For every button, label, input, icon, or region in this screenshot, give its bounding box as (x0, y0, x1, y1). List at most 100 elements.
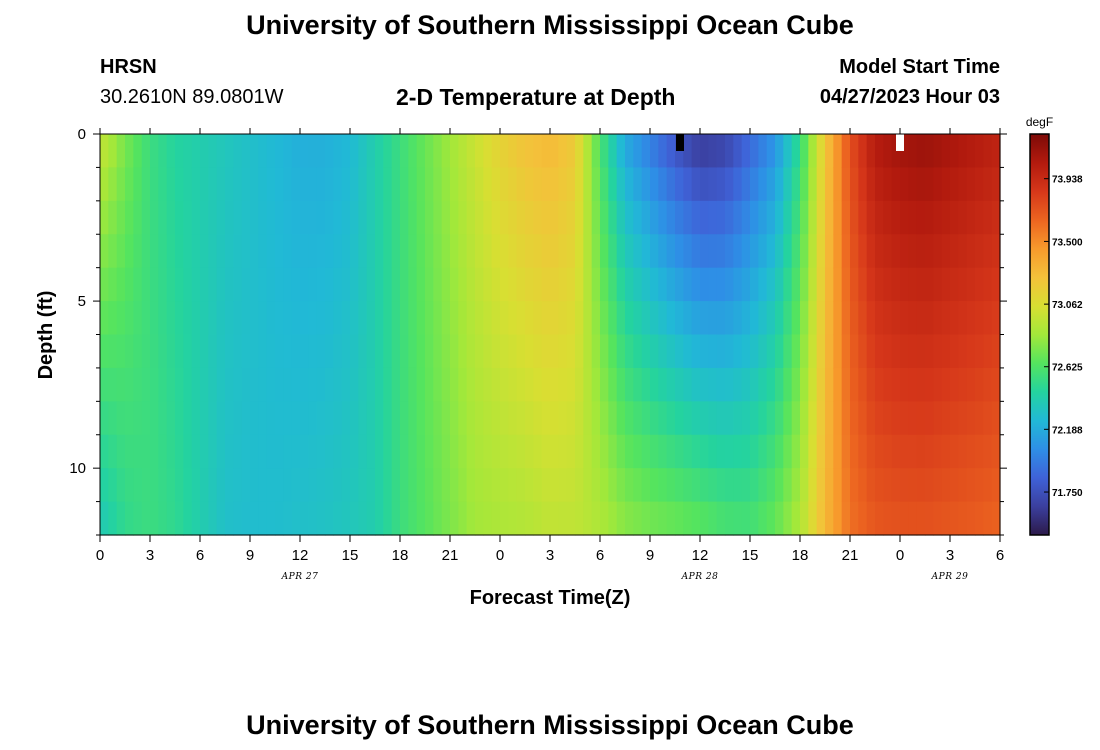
heatmap-cell (558, 167, 568, 202)
heatmap-cell (783, 234, 793, 269)
heatmap-cell (925, 167, 934, 202)
heatmap-cell (383, 234, 393, 269)
heatmap-cell (458, 267, 468, 302)
heatmap-cell (708, 267, 718, 302)
heatmap-cell (933, 267, 943, 302)
heatmap-cell (283, 434, 293, 469)
heatmap-cell (483, 267, 493, 302)
heatmap-cell (616, 301, 626, 336)
heatmap-cell (175, 134, 184, 169)
heatmap-cell (400, 468, 409, 503)
heatmap-cell (183, 334, 193, 369)
heatmap-cell (933, 334, 943, 369)
heatmap-cell (733, 200, 743, 235)
heatmap-cell (750, 301, 759, 336)
heatmap-cell (100, 501, 109, 536)
heatmap-cell (416, 200, 426, 235)
heatmap-cell (650, 501, 659, 536)
heatmap-cell (133, 200, 143, 235)
heatmap-cell (550, 468, 559, 503)
heatmap-cell (225, 267, 234, 302)
heatmap-cell (108, 134, 118, 169)
heatmap-cell (541, 267, 551, 302)
heatmap-cell (291, 367, 301, 402)
heatmap-cell (716, 267, 726, 302)
heatmap-cell (575, 468, 584, 503)
heatmap-cell (500, 468, 509, 503)
heatmap-cell (233, 468, 243, 503)
heatmap-cell (916, 468, 926, 503)
heatmap-cell (441, 167, 451, 202)
heatmap-cell (666, 501, 676, 536)
heatmap-cell (275, 167, 284, 202)
heatmap-cell (933, 234, 943, 269)
heatmap-cell (466, 434, 476, 469)
heatmap-cell (616, 468, 626, 503)
heatmap-cell (383, 334, 393, 369)
heatmap-cells (100, 134, 1001, 536)
x-tick-label: 18 (392, 547, 409, 564)
heatmap-cell (416, 434, 426, 469)
heatmap-cell (766, 367, 776, 402)
heatmap-cell (183, 401, 193, 436)
heatmap-cell (475, 501, 484, 536)
heatmap-cell (208, 167, 218, 202)
heatmap-cell (325, 200, 334, 235)
station-name: HRSN (100, 56, 157, 78)
heatmap-cell (350, 267, 359, 302)
heatmap-cell (658, 267, 668, 302)
heatmap-cell (841, 401, 851, 436)
colorbar-tick-label: 73.500 (1052, 237, 1083, 248)
heatmap-cell (150, 134, 159, 169)
heatmap-cell (391, 434, 401, 469)
heatmap-cell (858, 234, 868, 269)
heatmap-cell (925, 301, 934, 336)
heatmap-cell (375, 200, 384, 235)
heatmap-cell (950, 468, 959, 503)
heatmap-cell (866, 134, 876, 169)
heatmap-cell (983, 334, 993, 369)
heatmap-cell (233, 434, 243, 469)
heatmap-cell (383, 267, 393, 302)
heatmap-cell (691, 367, 701, 402)
heatmap-cell (150, 200, 159, 235)
heatmap-cell (141, 334, 151, 369)
heatmap-cell (950, 334, 959, 369)
heatmap-cell (425, 367, 434, 402)
heatmap-cell (133, 167, 143, 202)
heatmap-cell (508, 334, 518, 369)
heatmap-cell (891, 367, 901, 402)
heatmap-cell (833, 367, 843, 402)
heatmap-cell (633, 267, 643, 302)
heatmap-cell (191, 401, 201, 436)
heatmap-cell (525, 401, 534, 436)
heatmap-cell (800, 434, 809, 469)
heatmap-cell (875, 367, 884, 402)
heatmap-cell (283, 334, 293, 369)
heatmap-cell (241, 501, 251, 536)
heatmap-cell (700, 434, 709, 469)
heatmap-cell (325, 267, 334, 302)
heatmap-cell (608, 234, 618, 269)
x-tick-label: 0 (96, 547, 104, 564)
heatmap-cell (608, 401, 618, 436)
heatmap-cell (958, 267, 968, 302)
heatmap-cell (825, 367, 834, 402)
heatmap-cell (408, 200, 418, 235)
heatmap-cell (416, 401, 426, 436)
heatmap-cell (283, 301, 293, 336)
heatmap-cell (508, 234, 518, 269)
heatmap-cell (991, 167, 1001, 202)
heatmap-cell (983, 134, 993, 169)
heatmap-cell (616, 434, 626, 469)
heatmap-cell (533, 334, 543, 369)
heatmap-cell (291, 334, 301, 369)
heatmap-cell (550, 267, 559, 302)
heatmap-cell (400, 167, 409, 202)
heatmap-cell (750, 468, 759, 503)
heatmap-cell (516, 501, 526, 536)
heatmap-cell (658, 234, 668, 269)
heatmap-cell (750, 434, 759, 469)
heatmap-cell (400, 200, 409, 235)
